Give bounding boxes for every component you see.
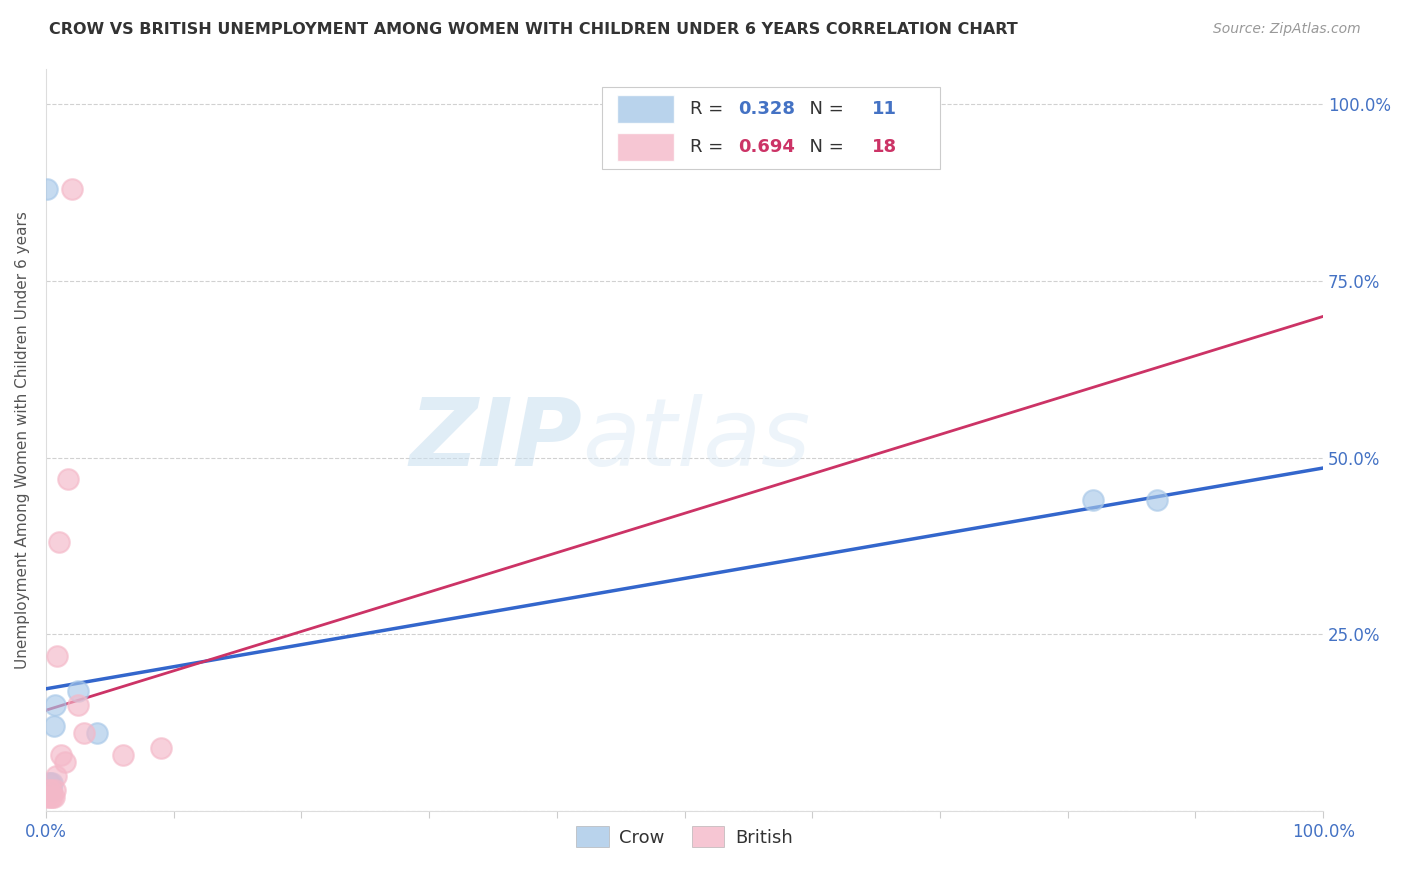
Text: 11: 11 [872, 100, 897, 118]
Point [45, 769, 67, 783]
Point [1146, 493, 1168, 508]
Point [60, 182, 83, 196]
Point [48, 535, 70, 549]
Text: N =: N = [799, 137, 849, 156]
Point [41, 776, 63, 790]
Point [66, 698, 89, 712]
Point [41, 790, 63, 805]
Text: Source: ZipAtlas.com: Source: ZipAtlas.com [1213, 22, 1361, 37]
Point [38, 783, 60, 797]
Text: CROW VS BRITISH UNEMPLOYMENT AMONG WOMEN WITH CHILDREN UNDER 6 YEARS CORRELATION: CROW VS BRITISH UNEMPLOYMENT AMONG WOMEN… [49, 22, 1018, 37]
Point [42, 790, 65, 805]
Text: ZIP: ZIP [409, 394, 582, 486]
Point [38, 790, 60, 805]
Point [1083, 493, 1105, 508]
Text: R =: R = [690, 137, 728, 156]
Point [39, 783, 62, 797]
FancyBboxPatch shape [617, 133, 675, 161]
Point [38, 776, 60, 790]
FancyBboxPatch shape [617, 95, 675, 123]
Point [44, 783, 66, 797]
Point [51, 747, 73, 762]
Point [37, 182, 59, 196]
Point [66, 684, 89, 698]
Point [53, 755, 76, 769]
Text: 0.328: 0.328 [738, 100, 796, 118]
Text: 18: 18 [872, 137, 897, 156]
Point [46, 648, 69, 663]
Text: N =: N = [799, 100, 849, 118]
FancyBboxPatch shape [602, 87, 941, 169]
Point [42, 719, 65, 733]
Point [111, 747, 134, 762]
Text: R =: R = [690, 100, 728, 118]
Text: atlas: atlas [582, 394, 811, 485]
Point [86, 726, 108, 740]
Point [149, 740, 172, 755]
Point [44, 698, 66, 712]
Point [56, 472, 79, 486]
Text: 0.694: 0.694 [738, 137, 794, 156]
Point [73, 726, 96, 740]
Legend: Crow, British: Crow, British [569, 819, 800, 855]
Y-axis label: Unemployment Among Women with Children Under 6 years: Unemployment Among Women with Children U… [15, 211, 30, 669]
Point [37, 790, 59, 805]
Point [38, 776, 60, 790]
Point [39, 783, 62, 797]
